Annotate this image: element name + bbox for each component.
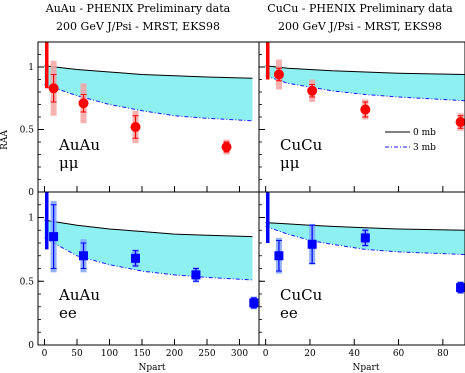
theory-line-3mb: [265, 75, 465, 102]
panel-inner: [265, 192, 465, 294]
theory-band: [44, 220, 253, 280]
x-tick-label: 20: [304, 349, 316, 359]
panel-inner: [44, 42, 253, 155]
panel-label-channel: μμ: [59, 154, 79, 172]
y-axis-label-group: RAA: [0, 130, 10, 150]
x-tick-label: 200: [166, 349, 183, 359]
x-tick-label: 60: [393, 349, 405, 359]
data-point: [455, 117, 465, 127]
left-header-line1: AuAu - PHENIX Preliminary data: [45, 2, 231, 15]
data-point: [79, 251, 88, 261]
panel-frame: [258, 191, 465, 346]
data-point: [456, 283, 465, 293]
data-point: [131, 253, 140, 263]
data-point: [360, 104, 371, 115]
legend-dashed-label: 3 mb: [413, 143, 436, 153]
panel-label-channel: ee: [280, 304, 298, 322]
data-point: [130, 122, 141, 132]
data-point: [274, 251, 284, 261]
y-tick-label: 1: [28, 214, 34, 224]
theory-line-0mb: [44, 65, 253, 79]
data-point: [221, 142, 232, 152]
theory-line-3mb: [44, 84, 253, 122]
data-point: [307, 85, 318, 96]
x-axis-label-left: Npart: [139, 363, 166, 373]
x-axis-label-right: Npart: [353, 363, 380, 373]
theory-line-0mb: [265, 222, 465, 231]
x-tick-label: 0: [263, 349, 269, 359]
data-point: [249, 298, 259, 308]
panel-label-channel: μμ: [280, 154, 300, 172]
panel-inner: [265, 42, 465, 131]
right-header-line1: CuCu - PHENIX Preliminary data: [267, 2, 453, 15]
left-header-line2: 200 GeV J/Psi - MRST, EKS98: [56, 20, 220, 33]
data-point: [360, 233, 370, 243]
data-point: [273, 69, 284, 80]
global-systematic-bar: [45, 192, 49, 250]
data-point: [49, 232, 59, 242]
x-tick-label: 250: [198, 349, 215, 359]
panel-label-system: CuCu: [280, 136, 323, 154]
y-tick-label: 1: [28, 63, 34, 73]
x-tick-label: 50: [71, 349, 83, 359]
x-tick-label: 40: [349, 349, 361, 359]
theory-line-3mb: [265, 225, 465, 255]
y-tick-label: 0.5: [20, 126, 35, 136]
legend-solid-label: 0 mb: [413, 128, 436, 138]
y-tick-label: 0.5: [20, 277, 35, 287]
panel-label-system: CuCu: [280, 286, 323, 304]
global-systematic-bar: [266, 42, 270, 80]
y-tick-label: 0: [28, 341, 34, 351]
x-tick-label: 0: [42, 349, 48, 359]
x-tick-label: 300: [231, 349, 248, 359]
panel-label-system: AuAu: [58, 286, 100, 304]
data-point: [78, 98, 89, 109]
theory-band: [265, 65, 465, 101]
y-tick-label: 0: [28, 188, 34, 198]
theory-line-3mb: [44, 237, 253, 281]
panel-label-system: AuAu: [58, 136, 100, 154]
global-systematic-bar: [45, 42, 49, 89]
data-point: [307, 239, 317, 249]
theory-line-0mb: [44, 219, 253, 238]
panel-label-channel: ee: [59, 304, 77, 322]
theory-band: [44, 65, 253, 121]
panel-inner: [44, 192, 259, 310]
data-point: [191, 270, 201, 280]
data-point: [48, 83, 59, 94]
x-tick-label: 150: [133, 349, 150, 359]
theory-line-0mb: [265, 65, 465, 75]
y-axis-label: RAA: [0, 130, 10, 150]
global-systematic-bar: [266, 192, 270, 243]
x-tick-label: 100: [101, 349, 118, 359]
right-header-line2: 200 GeV J/Psi - MRST, EKS98: [278, 20, 442, 33]
x-tick-label: 80: [437, 349, 449, 359]
